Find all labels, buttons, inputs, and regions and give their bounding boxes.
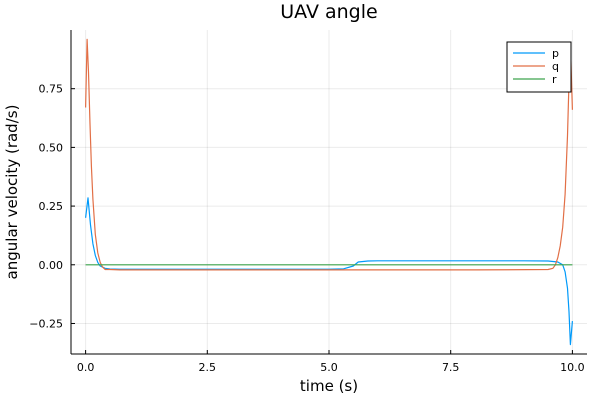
legend-items: pqr <box>513 47 559 86</box>
legend-box <box>506 41 572 93</box>
axis-ticks: 0.0 2.5 5.0 7.5 10.0 −0.25 0.00 0.25 0.50 0.75 <box>29 83 584 374</box>
y-tick-label: 0.50 <box>39 141 64 154</box>
x-tick-label: 7.5 <box>442 361 460 374</box>
series-lines <box>85 38 573 346</box>
legend-label-p: p <box>552 47 559 60</box>
legend-label-q: q <box>552 60 559 73</box>
legend-label-r: r <box>552 73 557 86</box>
y-tick-label: 0.25 <box>39 200 64 213</box>
y-tick-label: −0.25 <box>29 317 63 330</box>
series-line-q <box>85 38 573 271</box>
x-tick-label: 5.0 <box>320 361 338 374</box>
y-axis-title: angular velocity (rad/s) <box>3 105 21 280</box>
legend: pqr <box>506 41 572 93</box>
x-tick-label: 0.0 <box>77 361 95 374</box>
x-axis-title: time (s) <box>300 377 358 395</box>
x-tick-label: 2.5 <box>199 361 217 374</box>
x-tick-label: 10.0 <box>560 361 585 374</box>
y-tick-label: 0.00 <box>39 259 64 272</box>
y-tick-label: 0.75 <box>39 83 64 96</box>
chart-title: UAV angle <box>280 1 377 23</box>
